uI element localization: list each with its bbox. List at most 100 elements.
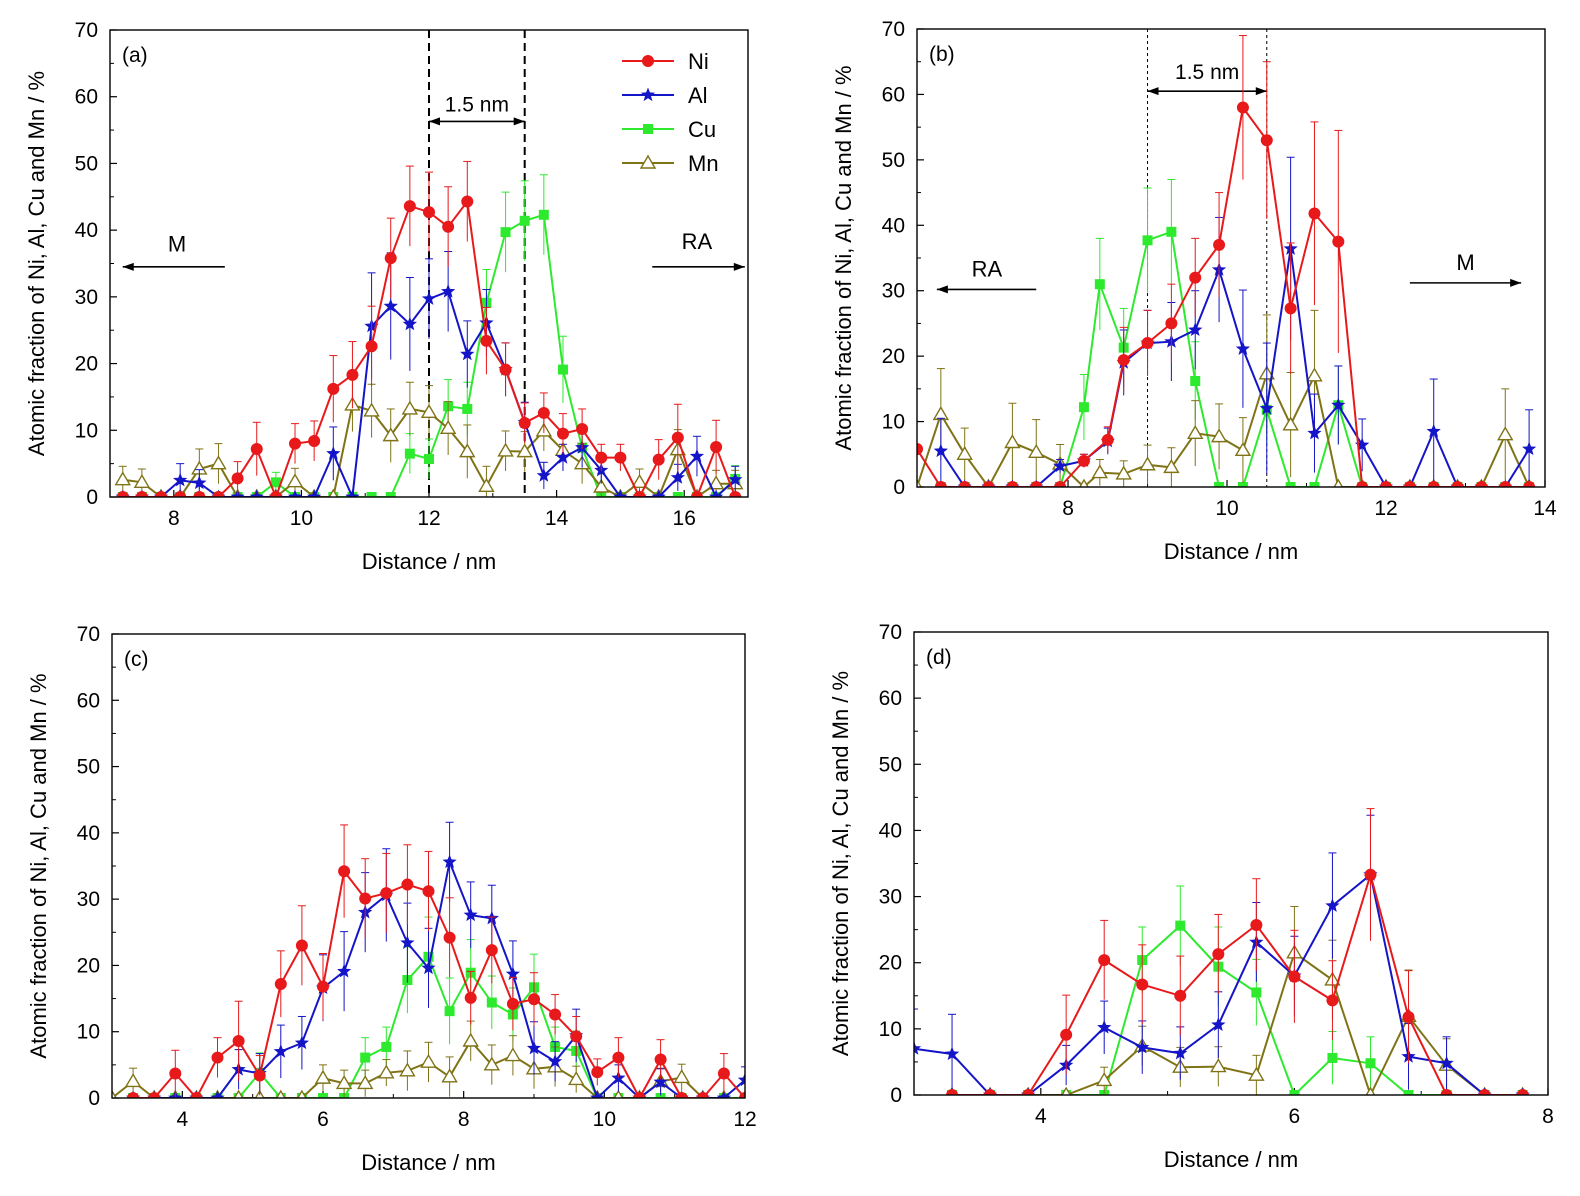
data-point — [612, 1051, 625, 1064]
y-tick-label: 0 — [893, 476, 905, 499]
region-arrow-right — [652, 262, 745, 271]
data-point — [1364, 868, 1377, 881]
data-point — [135, 491, 148, 497]
y-tick-label: 70 — [879, 621, 902, 644]
data-point — [421, 291, 437, 305]
data-point — [654, 1053, 667, 1066]
data-point — [442, 220, 455, 233]
data-point — [1523, 481, 1536, 487]
data-point — [499, 363, 512, 376]
data-point — [613, 489, 628, 497]
data-point — [538, 209, 549, 220]
series-al — [933, 156, 1537, 487]
plot-frame — [913, 631, 1549, 1096]
data-point — [1285, 482, 1296, 487]
data-point — [1210, 428, 1228, 443]
data-point — [1289, 1090, 1300, 1095]
data-point — [1212, 948, 1225, 961]
legend-label: Mn — [688, 151, 719, 176]
data-point — [314, 1069, 332, 1084]
data-point — [1259, 401, 1274, 415]
data-point — [335, 1075, 353, 1090]
data-point — [328, 488, 339, 497]
x-tick-label: 12 — [733, 1108, 756, 1131]
data-point — [1213, 238, 1226, 251]
x-tick-label: 12 — [417, 507, 440, 530]
data-point — [1306, 367, 1323, 382]
data-point — [1174, 989, 1187, 1002]
data-point — [1355, 437, 1370, 452]
series-cu — [128, 916, 745, 1098]
legend-entry-mn: Mn — [622, 151, 719, 176]
data-point — [464, 991, 477, 1004]
data-point — [366, 492, 377, 497]
legend-entry-ni: Ni — [622, 49, 709, 74]
data-point — [536, 468, 551, 482]
series-line — [952, 924, 1523, 1095]
y-tick-label: 60 — [882, 83, 905, 106]
y-tick-label: 70 — [77, 623, 100, 646]
data-point — [401, 878, 414, 891]
data-point — [1094, 279, 1105, 290]
data-point — [174, 491, 187, 497]
data-point — [1475, 481, 1488, 487]
x-axis-label: Distance / nm — [361, 1150, 496, 1175]
data-point — [399, 1062, 416, 1077]
data-point — [1079, 478, 1089, 487]
data-point — [114, 471, 131, 486]
data-point — [671, 431, 684, 444]
x-tick-label: 14 — [1533, 497, 1557, 520]
series-line — [112, 1039, 724, 1098]
data-point — [478, 477, 495, 493]
data-point — [210, 1090, 225, 1098]
data-point — [422, 885, 435, 898]
data-point — [169, 1067, 182, 1080]
panel-label: (c) — [124, 648, 149, 671]
data-point — [1331, 397, 1346, 412]
data-point — [443, 931, 456, 944]
region-arrow-right — [1409, 278, 1522, 287]
data-point — [1308, 207, 1321, 220]
data-point — [442, 854, 457, 869]
data-point — [382, 427, 399, 442]
data-point — [1078, 402, 1089, 413]
x-tick-label: 6 — [317, 1108, 329, 1131]
data-point — [381, 1041, 392, 1052]
data-point — [173, 472, 188, 487]
panel-label: (a) — [122, 44, 148, 67]
data-point — [570, 1030, 583, 1043]
data-point — [1380, 481, 1393, 487]
data-point — [1333, 478, 1344, 487]
data-point — [505, 966, 520, 981]
series-line — [952, 871, 1523, 1095]
data-point — [253, 1069, 266, 1082]
data-point — [1248, 1066, 1265, 1081]
data-point — [1091, 464, 1109, 479]
data-point — [653, 1074, 668, 1089]
region-label-right: M — [1456, 250, 1474, 275]
x-tick-label: 14 — [545, 507, 569, 530]
data-point — [112, 1089, 117, 1098]
data-point — [1356, 481, 1369, 487]
data-point — [212, 491, 225, 497]
y-axis-label: Atomic fraction of Ni, Al, Cu and Mn / % — [831, 65, 856, 450]
data-point — [1175, 920, 1186, 931]
y-tick-label: 30 — [882, 280, 905, 303]
data-point — [934, 481, 947, 487]
data-point — [1022, 1089, 1035, 1095]
data-point — [1141, 337, 1154, 350]
x-tick-label: 10 — [1215, 497, 1238, 520]
legend-label: Al — [688, 83, 708, 108]
plot-frame — [109, 29, 749, 498]
data-point — [402, 316, 417, 331]
data-point — [652, 453, 665, 466]
series-mn — [112, 1020, 729, 1098]
y-tick-label: 30 — [879, 886, 902, 909]
series-ni — [116, 160, 742, 497]
data-point — [1211, 1017, 1226, 1031]
series-mn — [947, 905, 1528, 1095]
series-ni — [127, 824, 745, 1098]
data-point — [295, 939, 308, 952]
data-point — [1332, 235, 1345, 248]
data-point — [631, 473, 648, 489]
